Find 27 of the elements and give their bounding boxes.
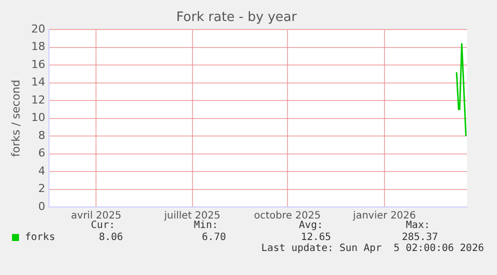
- text: Avg:: [298, 220, 323, 231]
- text: Cur:: [90, 220, 115, 231]
- chart-title: Fork rate - by year: [176, 10, 298, 26]
- text: Min:: [192, 220, 218, 231]
- text: Max:: [404, 220, 430, 231]
- y-tick-label: 6: [38, 146, 46, 160]
- x-tick-label: janvier 2026: [352, 210, 416, 222]
- text: 285.37: [400, 232, 438, 243]
- y-tick-label: 16: [31, 58, 46, 71]
- text: Last update: Sun Apr 5 02:00:06 2026: [261, 243, 484, 254]
- y-tick-label: 18: [31, 40, 46, 54]
- legend-label: forks: [25, 232, 56, 243]
- y-tick-label: 12: [31, 93, 46, 106]
- y-tick-label: 8: [38, 128, 46, 142]
- text: 6.70: [200, 232, 226, 243]
- text: 12.65: [300, 232, 331, 243]
- y-tick-label: 20: [31, 22, 46, 36]
- y-axis-title: forks / second: [9, 80, 22, 157]
- x-tick-label: octobre 2025: [254, 210, 321, 222]
- text: 8.06: [98, 232, 123, 243]
- y-tick-label: 4: [38, 164, 46, 178]
- y-tick-label: 10: [31, 111, 46, 124]
- x-tick-label: juillet 2025: [163, 210, 220, 222]
- y-tick-label: 14: [31, 76, 46, 89]
- x-tick-label: avril 2025: [71, 210, 122, 222]
- y-tick-label: 0: [38, 200, 46, 213]
- y-tick-label: 2: [38, 182, 46, 196]
